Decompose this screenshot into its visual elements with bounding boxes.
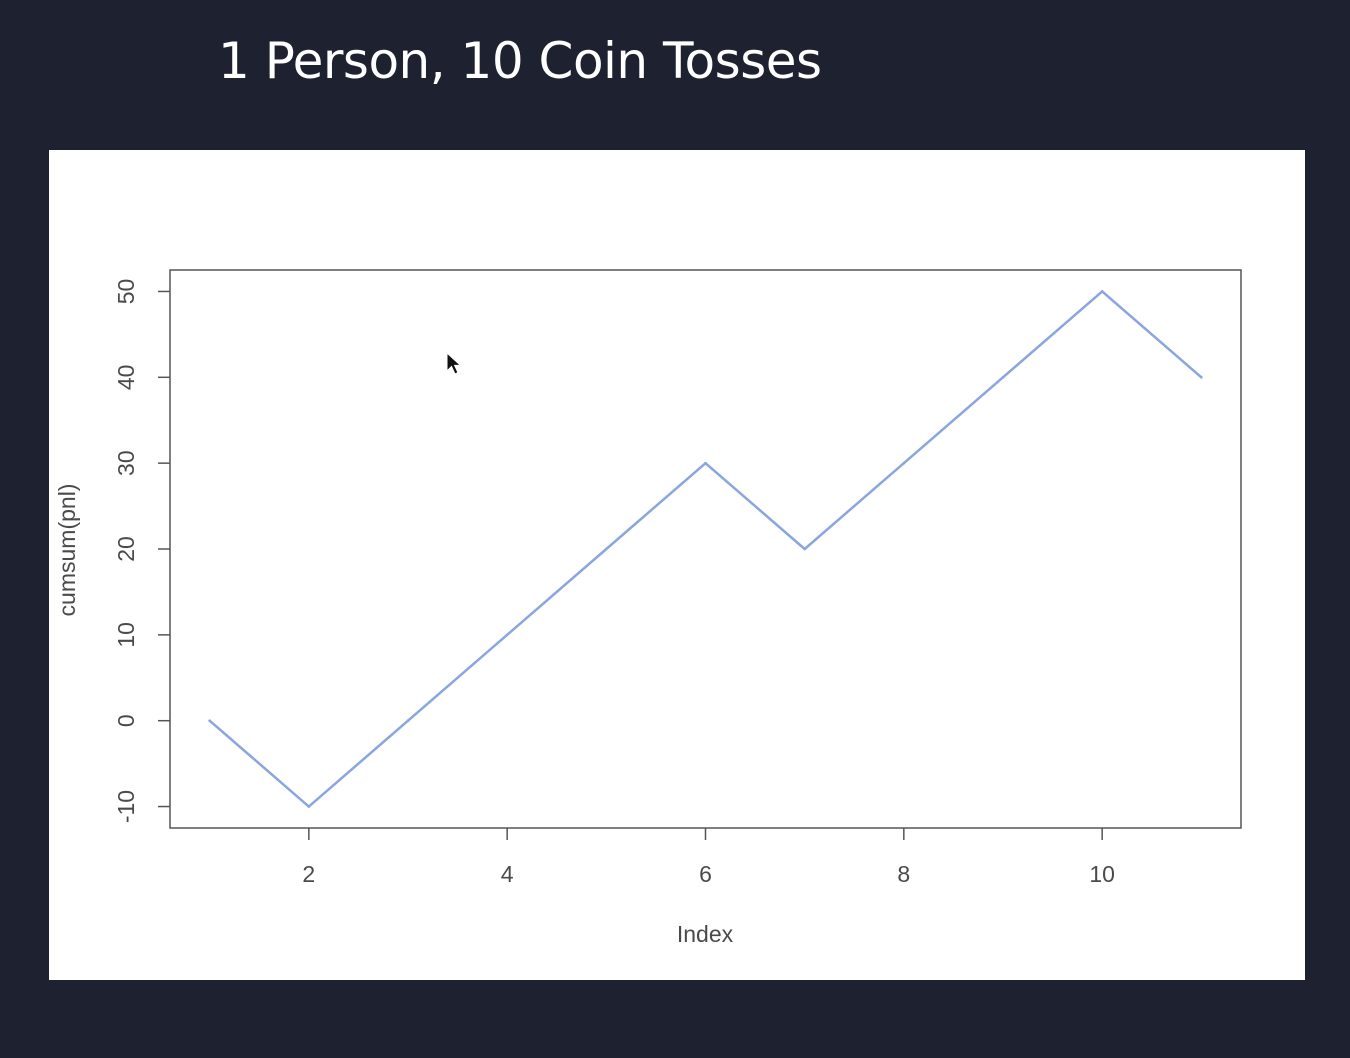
series-0-segment [406,633,509,722]
series-layer [208,290,1203,808]
y-tick-label: 0 [113,714,139,727]
series-0-point [902,461,906,465]
series-0-segment [803,461,906,551]
series-0-point [605,547,608,551]
series-0-segment [704,461,806,551]
series-0-segment [902,376,1005,465]
y-tick-label: 40 [113,365,139,391]
x-tick-label: 10 [1089,861,1115,887]
series-0-point [704,461,707,465]
series-0-segment [208,719,311,808]
series-0-point [1001,376,1005,379]
mouse-pointer-icon [446,352,462,375]
series-0-point [307,805,311,808]
x-tick-label: 6 [699,861,712,887]
y-tick-label: 10 [113,622,139,648]
y-axis-title: cumsum(pnl) [54,484,80,617]
slide-title: 1 Person, 10 Coin Tosses [218,32,822,90]
plot-panel: 2 4 6 8 10 -10 0 10 20 30 40 50 Index cumsum(pnl) [49,150,1305,980]
series-0-segment [1001,290,1104,379]
y-tick-label: 30 [113,450,139,476]
series-0-point [1200,376,1203,379]
y-tick-label: 20 [113,536,139,562]
x-tick-label: 2 [302,861,315,887]
series-0-point [208,719,211,722]
series-0-segment [307,719,410,808]
x-axis: 2 4 6 8 10 [302,828,1115,887]
x-tick-label: 8 [897,861,910,887]
series-0-point [1100,290,1104,293]
line-chart: 2 4 6 8 10 -10 0 10 20 30 40 50 Index cumsum(pnl) [54,269,1242,947]
series-0-segment [1100,290,1203,379]
y-tick-label: -10 [113,790,139,823]
x-axis-title: Index [677,921,734,947]
series-0-point [505,633,509,637]
series-0-segment [605,461,707,551]
series-0-segment [505,547,608,637]
plot-frame [169,269,1242,829]
series-0-point [803,547,806,551]
y-tick-label: 50 [113,279,139,305]
series-0-point [406,719,410,722]
y-axis: -10 0 10 20 30 40 50 [113,279,170,823]
x-tick-label: 4 [501,861,514,887]
